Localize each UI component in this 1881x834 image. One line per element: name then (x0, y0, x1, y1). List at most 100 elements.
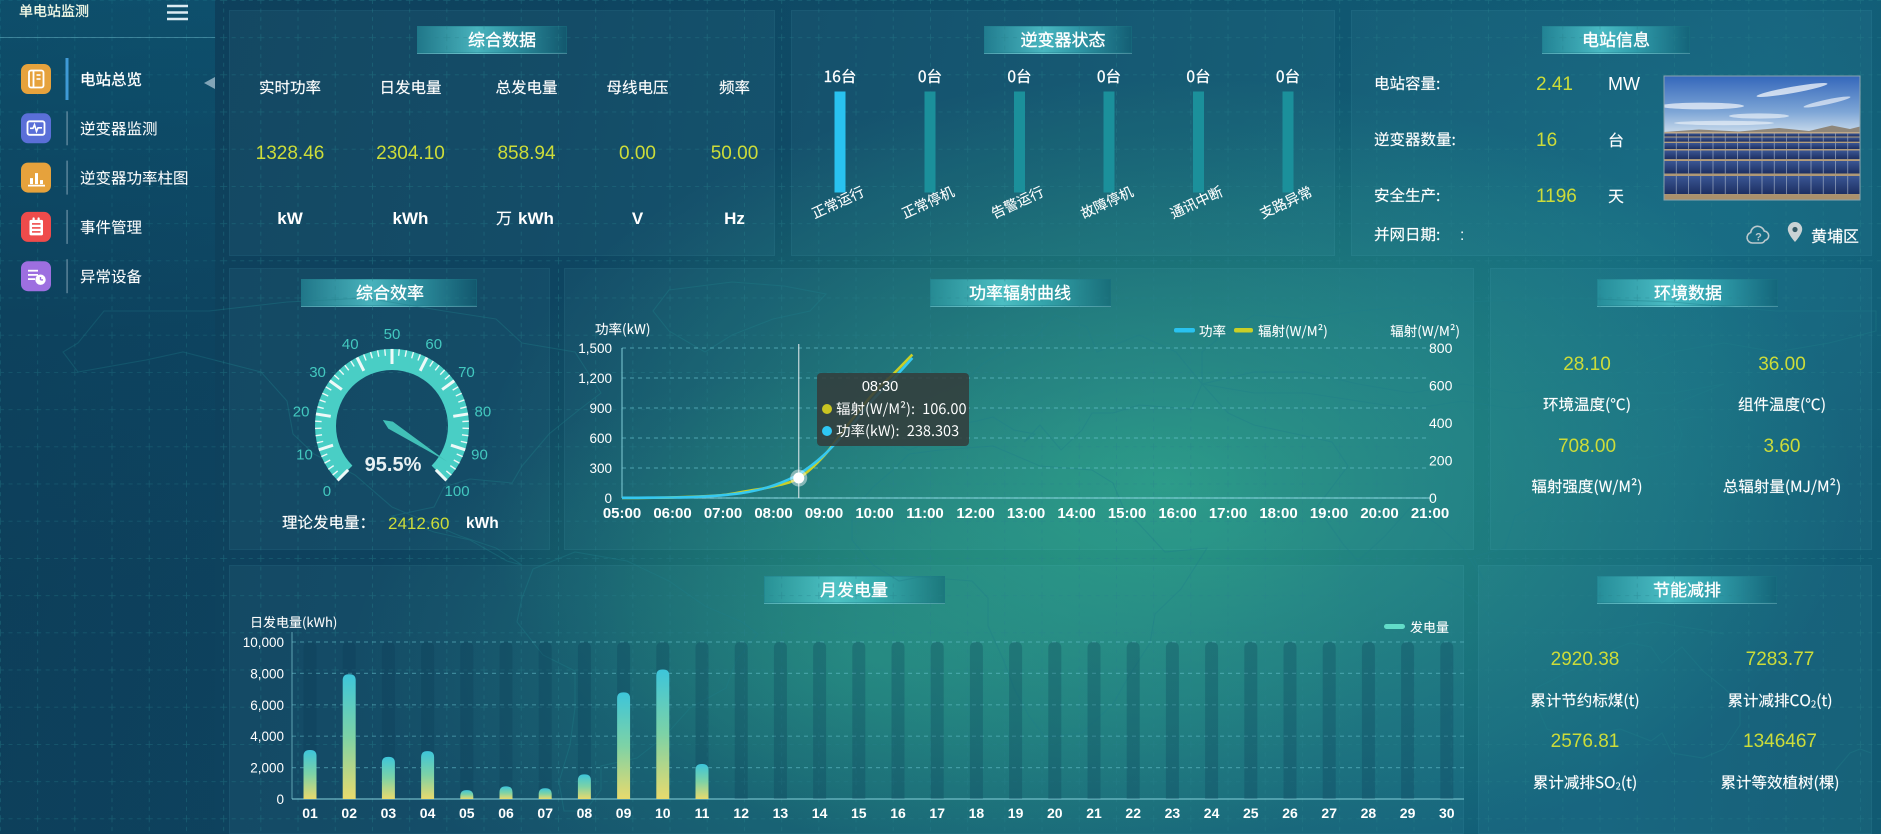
svg-text:27: 27 (1321, 805, 1337, 821)
svg-text:19: 19 (1008, 805, 1024, 821)
svg-text:21: 21 (1086, 805, 1102, 821)
svg-text:22: 22 (1125, 805, 1141, 821)
svg-text:24: 24 (1204, 805, 1220, 821)
svg-text:0: 0 (276, 792, 284, 807)
svg-text:15: 15 (851, 805, 867, 821)
svg-text:2.41: 2.41 (1536, 74, 1573, 95)
svg-text:09:00: 09:00 (805, 505, 843, 522)
svg-text:10: 10 (655, 805, 671, 821)
svg-text:30: 30 (1439, 805, 1455, 821)
svg-text:13:00: 13:00 (1007, 505, 1045, 522)
svg-text:2412.60: 2412.60 (388, 514, 449, 533)
svg-text:10: 10 (296, 446, 313, 463)
svg-text:0: 0 (1429, 490, 1437, 506)
svg-text:Hz: Hz (724, 209, 745, 228)
svg-text:1,500: 1,500 (578, 341, 612, 356)
svg-text:600: 600 (1429, 378, 1453, 394)
svg-text:858.94: 858.94 (497, 143, 556, 164)
svg-text:0: 0 (604, 491, 612, 506)
svg-text:1,200: 1,200 (578, 371, 612, 386)
svg-text:08:00: 08:00 (754, 505, 792, 522)
svg-text:12: 12 (733, 805, 749, 821)
svg-text:25: 25 (1243, 805, 1259, 821)
svg-text:11:00: 11:00 (906, 505, 944, 522)
svg-text:2,000: 2,000 (250, 761, 284, 776)
svg-text:28: 28 (1361, 805, 1377, 821)
svg-text:800: 800 (1429, 340, 1453, 356)
svg-text:01: 01 (302, 805, 318, 821)
svg-text:23: 23 (1165, 805, 1181, 821)
svg-text:10,000: 10,000 (243, 635, 284, 650)
svg-text:26: 26 (1282, 805, 1298, 821)
svg-text:06: 06 (498, 805, 514, 821)
svg-text:50.00: 50.00 (711, 143, 759, 164)
svg-text:300: 300 (589, 461, 612, 476)
svg-text:100: 100 (445, 483, 470, 500)
svg-text:28.10: 28.10 (1563, 354, 1611, 375)
svg-text:kWh: kWh (518, 209, 554, 228)
svg-text:15:00: 15:00 (1108, 505, 1146, 522)
svg-text:17: 17 (929, 805, 945, 821)
svg-text:05:00: 05:00 (603, 505, 641, 522)
svg-text:14:00: 14:00 (1057, 505, 1095, 522)
svg-text:1196: 1196 (1536, 186, 1577, 207)
svg-text:708.00: 708.00 (1558, 436, 1616, 457)
svg-text:40: 40 (342, 336, 359, 353)
svg-text:kWh: kWh (466, 515, 499, 532)
svg-text:08: 08 (577, 805, 593, 821)
svg-text:18: 18 (969, 805, 985, 821)
svg-text:1328.46: 1328.46 (256, 143, 325, 164)
svg-text:?: ? (1755, 232, 1762, 244)
svg-text:16: 16 (1536, 130, 1557, 151)
svg-text:12:00: 12:00 (956, 505, 994, 522)
svg-text:03: 03 (381, 805, 397, 821)
svg-text:1346467: 1346467 (1743, 731, 1817, 752)
svg-text:0: 0 (323, 483, 331, 500)
svg-text:6,000: 6,000 (250, 698, 284, 713)
svg-text:02: 02 (341, 805, 357, 821)
svg-text:16: 16 (890, 805, 906, 821)
svg-text:29: 29 (1400, 805, 1416, 821)
svg-text:16:00: 16:00 (1158, 505, 1196, 522)
svg-text:11: 11 (695, 805, 710, 821)
svg-text:2576.81: 2576.81 (1551, 731, 1620, 752)
svg-text:8,000: 8,000 (250, 666, 284, 681)
svg-text:19:00: 19:00 (1310, 505, 1348, 522)
svg-text:08:30: 08:30 (862, 379, 898, 395)
svg-text:17:00: 17:00 (1209, 505, 1247, 522)
svg-text:20:00: 20:00 (1360, 505, 1398, 522)
svg-text:13: 13 (773, 805, 789, 821)
svg-text:09: 09 (616, 805, 632, 821)
svg-text:0.00: 0.00 (619, 143, 656, 164)
svg-text:36.00: 36.00 (1758, 354, 1806, 375)
svg-text::: : (1460, 227, 1464, 244)
svg-text:kW: kW (277, 209, 303, 228)
svg-text:50: 50 (384, 326, 401, 343)
svg-text:95.5%: 95.5% (365, 454, 422, 476)
svg-text:200: 200 (1429, 453, 1453, 469)
svg-text:90: 90 (471, 446, 488, 463)
svg-text:kWh: kWh (393, 209, 429, 228)
svg-text:21:00: 21:00 (1411, 505, 1449, 522)
svg-text:07:00: 07:00 (704, 505, 742, 522)
svg-text:18:00: 18:00 (1259, 505, 1297, 522)
svg-text:400: 400 (1429, 415, 1453, 431)
svg-text:80: 80 (475, 404, 492, 421)
svg-text:V: V (632, 209, 644, 228)
svg-text:3.60: 3.60 (1764, 436, 1801, 457)
svg-text:7283.77: 7283.77 (1746, 649, 1815, 670)
svg-text:30: 30 (309, 364, 326, 381)
svg-text:MW: MW (1608, 74, 1640, 94)
svg-text:600: 600 (589, 431, 612, 446)
svg-text:05: 05 (459, 805, 475, 821)
svg-text:4,000: 4,000 (250, 729, 284, 744)
svg-text:06:00: 06:00 (653, 505, 691, 522)
svg-text:10:00: 10:00 (855, 505, 893, 522)
svg-text:900: 900 (589, 401, 612, 416)
svg-text:07: 07 (537, 805, 553, 821)
svg-text:04: 04 (420, 805, 436, 821)
svg-text:2920.38: 2920.38 (1551, 649, 1620, 670)
svg-text:20: 20 (1047, 805, 1063, 821)
svg-text:20: 20 (293, 404, 310, 421)
svg-text:14: 14 (812, 805, 828, 821)
